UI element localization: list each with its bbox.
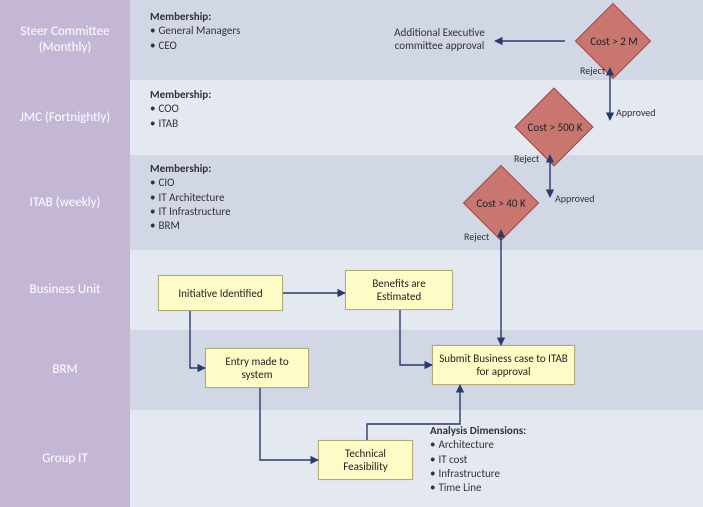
- lane-label-bu: Business Unit: [0, 250, 130, 330]
- membership-title: Membership:: [150, 162, 211, 175]
- decision-500k-label: Cost > 500 K: [508, 120, 602, 134]
- lane-brm: BRM: [0, 330, 703, 410]
- membership-title: Membership:: [150, 88, 211, 101]
- membership-jmc: Membership: COO ITAB: [150, 88, 211, 131]
- membership-itab: Membership: CIO IT Architecture IT Infra…: [150, 162, 231, 233]
- decision-40k-label: Cost > 40 K: [454, 196, 548, 210]
- membership-item: CIO: [150, 176, 231, 190]
- lane-jmc: JMC (Fortnightly): [0, 80, 703, 155]
- lane-label-jmc: JMC (Fortnightly): [0, 80, 130, 155]
- node-entry: Entry made to system: [205, 348, 309, 388]
- membership-item: CEO: [150, 39, 240, 53]
- edge-label-approved2: Approved: [616, 106, 656, 119]
- node-initiative: Initiative Identified: [158, 275, 283, 311]
- analysis-item: Infrastructure: [430, 467, 526, 481]
- membership-item: COO: [150, 102, 211, 116]
- membership-item: General Managers: [150, 24, 240, 38]
- lane-label-brm: BRM: [0, 330, 130, 410]
- edge-label-reject1: Reject: [464, 230, 489, 243]
- lane-label-itab: ITAB (weekly): [0, 155, 130, 250]
- membership-item: IT Architecture: [150, 191, 231, 205]
- edge-label-reject3: Reject: [580, 64, 605, 77]
- analysis-dimensions: Analysis Dimensions: Architecture IT cos…: [430, 424, 526, 495]
- membership-item: BRM: [150, 219, 231, 233]
- edge-label-reject2: Reject: [514, 152, 539, 165]
- analysis-title: Analysis Dimensions:: [430, 424, 526, 437]
- membership-title: Membership:: [150, 10, 211, 23]
- node-tech: Technical Feasibility: [318, 440, 413, 480]
- decision-2m-label: Cost > 2 M: [568, 34, 660, 48]
- analysis-item: IT cost: [430, 453, 526, 467]
- edge-label-approved1: Approved: [555, 192, 595, 205]
- membership-item: IT Infrastructure: [150, 205, 231, 219]
- membership-item: ITAB: [150, 117, 211, 131]
- analysis-item: Architecture: [430, 438, 526, 452]
- lane-label-steer: Steer Committee (Monthly): [0, 0, 130, 80]
- node-benefits: Benefits are Estimated: [345, 270, 453, 310]
- swimlane-diagram: Steer Committee (Monthly) JMC (Fortnight…: [0, 0, 703, 507]
- lane-itab: ITAB (weekly): [0, 155, 703, 250]
- lane-label-git: Group IT: [0, 410, 130, 507]
- exec-approval-text: Additional Executive committee approval: [382, 26, 497, 52]
- node-submit: Submit Business case to ITAB for approva…: [432, 345, 575, 385]
- membership-steer: Membership: General Managers CEO: [150, 10, 240, 53]
- analysis-item: Time Line: [430, 481, 526, 495]
